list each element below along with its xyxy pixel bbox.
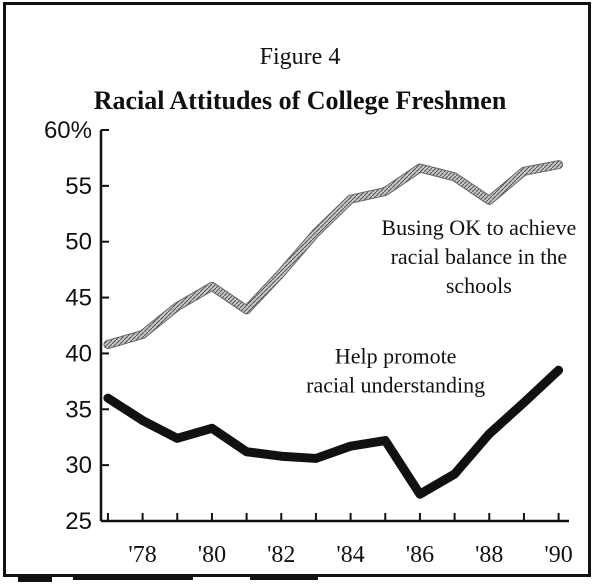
chart-title: Racial Attitudes of College Freshmen <box>94 86 507 115</box>
y-tick-label: 25 <box>65 508 92 535</box>
annotation-line: Busing OK to achieve <box>381 215 576 240</box>
axes: 25 30 35 40 45 50 55 60% '78 '80 '82 '84 '86 '88 '90 <box>44 117 573 568</box>
y-tick-label: 55 <box>65 173 92 200</box>
y-tick-label: 60% <box>44 117 92 144</box>
annotation-layer: Busing OK to achieve racial balance in th… <box>306 215 576 397</box>
series-layer <box>103 160 564 499</box>
y-tick-label: 30 <box>65 452 92 479</box>
y-tick-label: 40 <box>65 340 92 367</box>
annotation-line: racial balance in the <box>391 244 568 269</box>
annotation-line: racial understanding <box>306 372 485 397</box>
figure-label: Figure 4 <box>260 44 341 70</box>
annotation-racial-understanding: Help promote racial understanding <box>306 343 485 397</box>
x-tick-label: '78 <box>128 542 156 568</box>
annotation-line: Help promote <box>335 343 457 368</box>
x-tick-label: '90 <box>544 542 572 568</box>
series-line-busing <box>104 161 563 348</box>
x-tick-label: '88 <box>475 542 503 568</box>
y-tick-label: 50 <box>65 229 92 256</box>
annotation-busing: Busing OK to achieve racial balance in th… <box>381 215 576 298</box>
annotation-line: schools <box>446 273 512 298</box>
y-tick-label: 35 <box>65 396 92 423</box>
y-tick-label: 45 <box>65 285 92 312</box>
x-tick-label: '86 <box>406 542 434 568</box>
series-line-racial-understanding <box>103 365 564 499</box>
x-tick-label: '82 <box>267 542 295 568</box>
x-tick-label: '80 <box>198 542 226 568</box>
x-tick-label: '84 <box>336 542 364 568</box>
